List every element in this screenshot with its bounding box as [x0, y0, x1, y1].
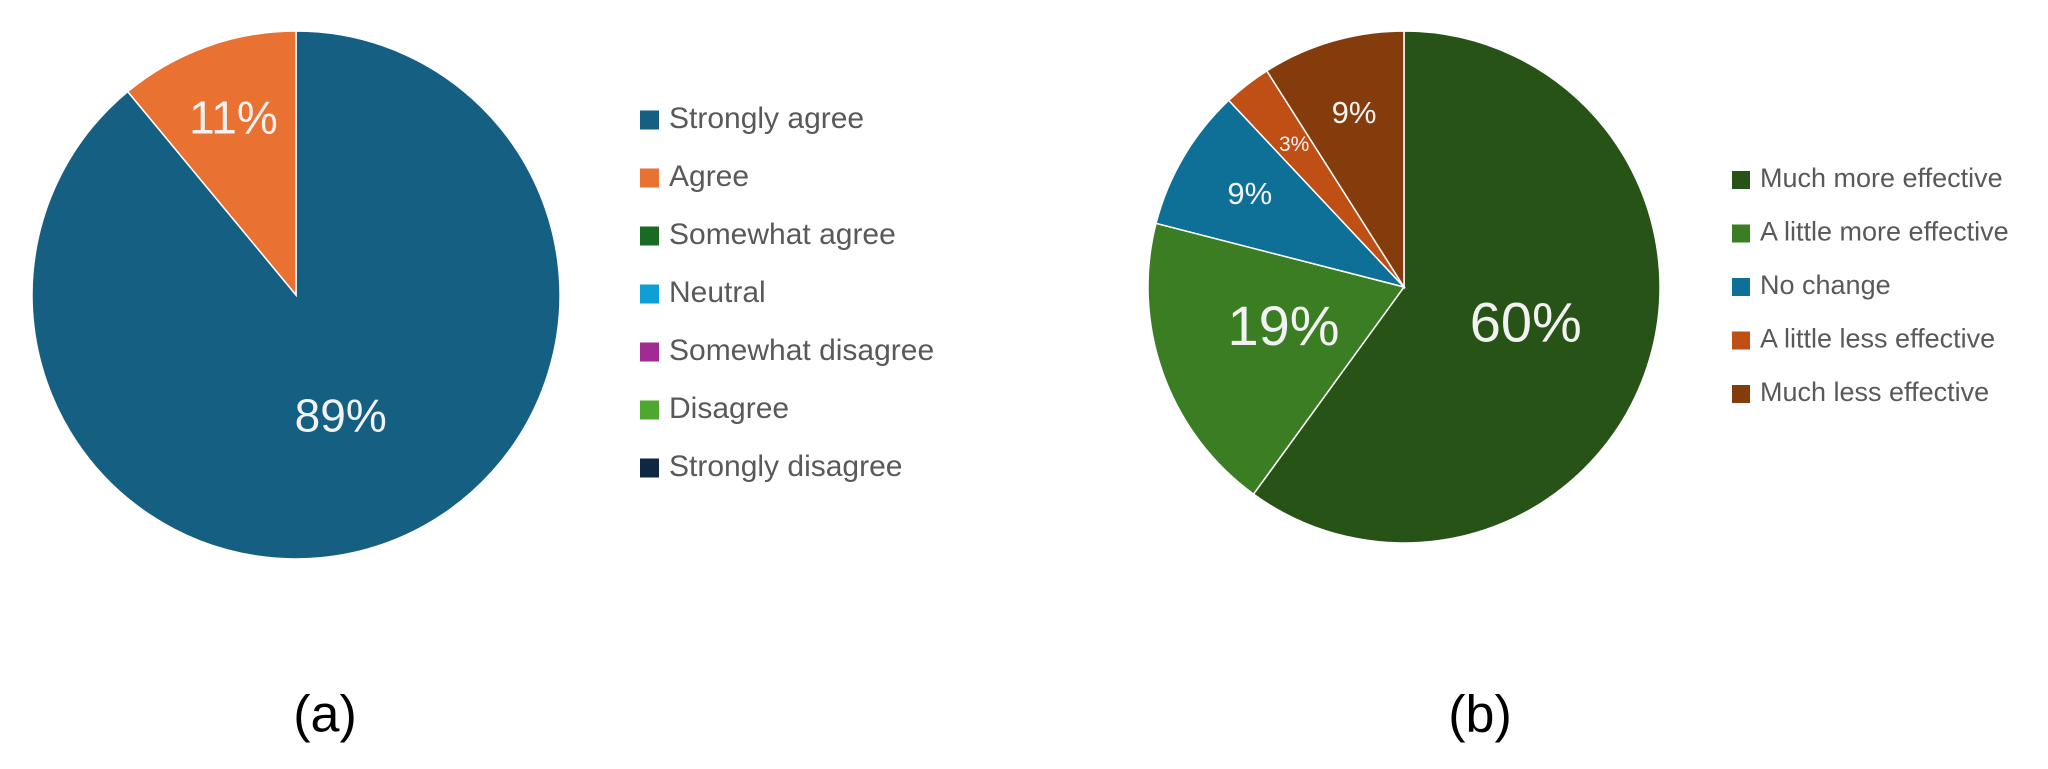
data-label: 11%	[189, 91, 278, 143]
legend-label: Strongly agree	[669, 102, 864, 135]
caption: (a)	[293, 686, 357, 744]
pie-slice	[1147, 222, 1406, 496]
data-label: 19%	[1228, 294, 1340, 357]
legend-swatch	[1732, 385, 1750, 403]
legend-swatch	[640, 458, 659, 478]
legend-label: Strongly disagree	[669, 450, 902, 483]
legend-label: Disagree	[669, 392, 789, 425]
legend-label: Neutral	[669, 276, 766, 309]
data-label: 89%	[295, 389, 387, 441]
legend-label: Somewhat disagree	[669, 334, 934, 367]
legend-swatch	[1732, 278, 1750, 296]
data-label: 9%	[1227, 176, 1272, 211]
legend-label: Somewhat agree	[669, 218, 896, 251]
legend-swatch	[1732, 331, 1750, 350]
legend-swatch	[640, 110, 659, 130]
legend-swatch	[640, 400, 659, 420]
pie-slice	[1265, 30, 1405, 290]
caption: (b)	[1448, 686, 1512, 744]
legend-label: No change	[1760, 270, 1891, 300]
legend-label: A little less effective	[1760, 324, 1995, 354]
data-label: 3%	[1279, 133, 1309, 156]
pie-slice	[126, 30, 297, 298]
legend-swatch	[640, 342, 659, 362]
data-label: 9%	[1332, 95, 1377, 130]
data-label: 60%	[1470, 290, 1582, 353]
legend-swatch	[640, 168, 659, 188]
legend-label: Much less effective	[1760, 377, 1989, 407]
pie-slice	[1252, 30, 1661, 544]
legend-label: Much more effective	[1760, 163, 2003, 193]
legend-swatch	[1732, 224, 1750, 243]
legend-swatch	[640, 226, 659, 246]
legend-label: Agree	[669, 160, 749, 193]
pie-slice	[1155, 99, 1407, 289]
legend-label: A little more effective	[1760, 217, 2009, 247]
legend-swatch	[1732, 171, 1750, 189]
legend-swatch	[640, 284, 659, 304]
